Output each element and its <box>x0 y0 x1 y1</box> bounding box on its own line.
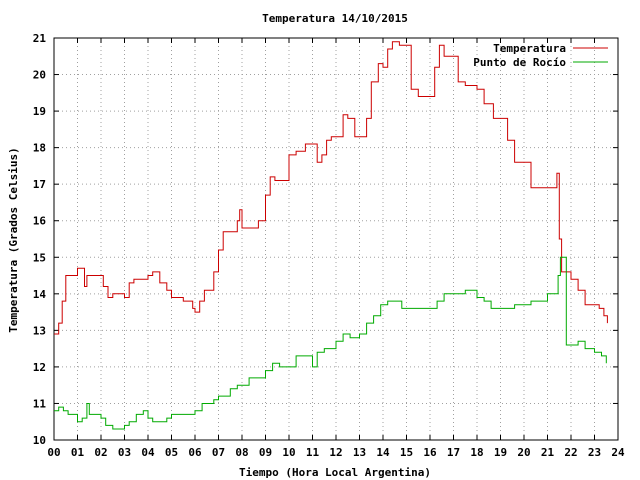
y-tick-label: 13 <box>33 324 46 337</box>
y-tick-label: 11 <box>33 397 47 410</box>
legend-label-temperatura: Temperatura <box>493 42 566 55</box>
y-tick-label: 17 <box>33 178 46 191</box>
y-tick-label: 19 <box>33 105 46 118</box>
x-tick-label: 16 <box>423 446 437 459</box>
x-tick-label: 14 <box>376 446 390 459</box>
x-tick-label: 13 <box>353 446 366 459</box>
x-tick-label: 04 <box>141 446 155 459</box>
x-tick-label: 08 <box>235 446 248 459</box>
x-tick-label: 10 <box>282 446 295 459</box>
series-line-punto-de-rocio <box>54 256 607 430</box>
x-tick-label: 22 <box>564 446 577 459</box>
x-tick-label: 02 <box>94 446 107 459</box>
x-tick-label: 19 <box>494 446 507 459</box>
x-tick-label: 11 <box>306 446 320 459</box>
y-tick-label: 15 <box>33 251 46 264</box>
y-tick-label: 18 <box>33 142 46 155</box>
x-tick-label: 06 <box>188 446 202 459</box>
x-tick-label: 03 <box>118 446 131 459</box>
x-tick-label: 18 <box>470 446 483 459</box>
series-layer <box>54 41 608 430</box>
y-tick-label: 12 <box>33 361 46 374</box>
x-axis-title: Tiempo (Hora Local Argentina) <box>239 466 431 479</box>
axis-ticks: 00 01 02 03 04 05 06 07 08 09 10 11 12 13 14 15 16 17 18 19… <box>33 32 625 459</box>
x-tick-label: 15 <box>400 446 413 459</box>
y-tick-label: 20 <box>33 69 46 82</box>
series-line-temperatura <box>54 41 608 335</box>
x-tick-label: 00 <box>47 446 60 459</box>
y-tick-label: 14 <box>33 288 47 301</box>
x-tick-label: 23 <box>588 446 601 459</box>
y-tick-label: 16 <box>33 215 47 228</box>
x-tick-label: 17 <box>447 446 460 459</box>
x-tick-label: 01 <box>71 446 85 459</box>
chart-grid <box>54 38 618 440</box>
x-tick-label: 05 <box>165 446 178 459</box>
y-axis-title: Temperatura (Grados Celsius) <box>7 147 20 332</box>
x-tick-label: 07 <box>212 446 225 459</box>
x-tick-label: 09 <box>259 446 272 459</box>
y-tick-label: 10 <box>33 434 46 447</box>
x-tick-label: 24 <box>611 446 625 459</box>
y-tick-label: 21 <box>33 32 47 45</box>
legend-label-punto-de-rocio: Punto de Rocío <box>473 56 566 69</box>
x-tick-label: 20 <box>517 446 530 459</box>
chart-title: Temperatura 14/10/2015 <box>262 12 408 25</box>
x-tick-label: 12 <box>329 446 342 459</box>
x-tick-label: 21 <box>541 446 555 459</box>
